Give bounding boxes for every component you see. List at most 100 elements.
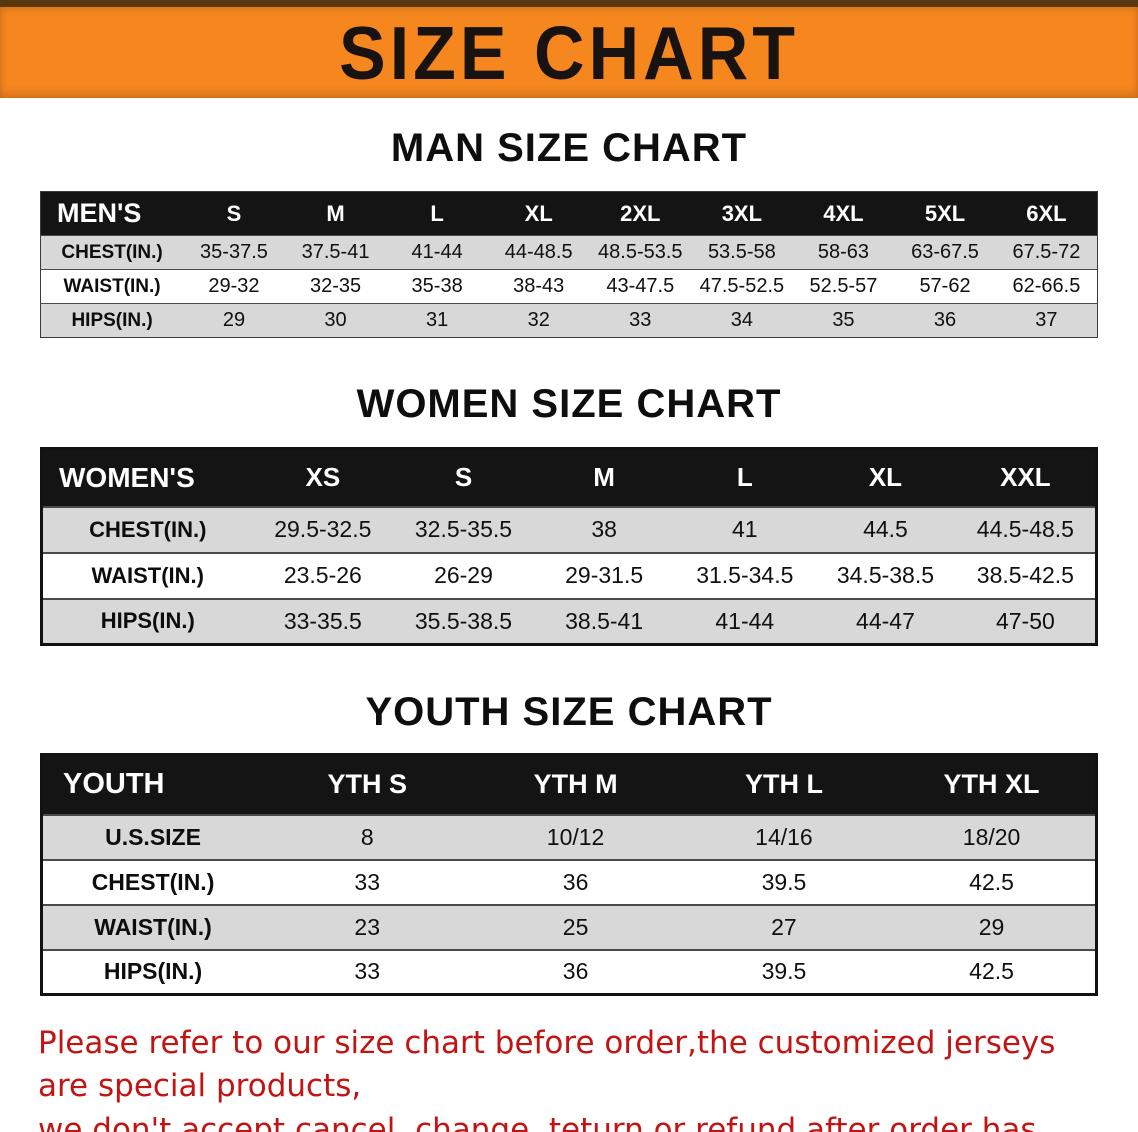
- cell: 29.5-32.5: [274, 516, 372, 542]
- cell: 42.5: [969, 868, 1014, 895]
- table-row: CHEST(IN.) 29.5-32.5 32.5-35.5 38 41 44.5 44.5…: [41, 506, 1097, 553]
- cell: 37: [1035, 309, 1058, 331]
- header-row: YOUTH YTH S YTH M YTH L YTH XL: [41, 754, 1097, 815]
- cell: 39.5: [761, 868, 807, 895]
- cell: 33-35.5: [283, 607, 362, 634]
- cell: 57-62: [919, 275, 971, 297]
- cell: 26-29: [434, 562, 493, 588]
- women-size-table: WOMEN'S XS S M L XL XXL CHEST(IN.) 29.5-32.5 32.5…: [40, 447, 1098, 646]
- table-row: CHEST(IN.) 33 36 39.5 42.5: [41, 859, 1097, 905]
- cell: 32: [527, 309, 550, 331]
- header-row: MEN'S S M L XL 2XL 3XL 4XL 5XL 6XL: [40, 191, 1098, 236]
- column-header: XL: [815, 448, 956, 507]
- youth-size-table: YOUTH YTH S YTH M YTH L YTH XL U.S.SIZE 8 10/12…: [40, 753, 1098, 996]
- table-title: MEN'S: [40, 191, 184, 236]
- cell: 33: [629, 309, 652, 331]
- cell: 38: [591, 516, 617, 542]
- youth-size-chart-heading: YOUTH SIZE CHART: [365, 690, 773, 734]
- cell: 53.5-58: [707, 241, 776, 263]
- table-row: CHEST(IN.) 35-37.5 37.5-41 41-44 44-48.5 48.5…: [40, 235, 1098, 270]
- column-header: XXL: [955, 448, 1097, 507]
- cell: 36: [933, 309, 957, 331]
- column-header: 6XL: [995, 191, 1098, 236]
- cell: 41-44: [715, 607, 775, 634]
- cell: 30: [324, 309, 347, 331]
- cell: 23: [354, 913, 381, 940]
- cell: 43-47.5: [606, 275, 675, 297]
- column-header: XS: [252, 448, 394, 507]
- cell: 10/12: [546, 823, 605, 850]
- column-header: L: [674, 448, 816, 507]
- cell: 29-31.5: [565, 562, 644, 588]
- cell: 48.5-53.5: [598, 241, 683, 263]
- cell: 37.5-41: [301, 241, 370, 263]
- disclaimer-text: Please refer to our size chart before or…: [38, 1022, 1100, 1132]
- cell: 67.5-72: [1012, 241, 1081, 263]
- cell: 63-67.5: [911, 241, 979, 263]
- row-label: WAIST(IN.): [94, 913, 212, 940]
- cell: 38.5-42.5: [976, 562, 1074, 588]
- size-chart-banner: SIZE CHART: [0, 0, 1138, 98]
- table-row: HIPS(IN.) 33 36 39.5 42.5: [41, 949, 1097, 995]
- disclaimer-line-1: Please refer to our size chart before or…: [38, 1025, 1056, 1105]
- table-row: WAIST(IN.) 23 25 27 29: [41, 904, 1097, 950]
- row-label: CHEST(IN.): [61, 241, 163, 263]
- table-title: YOUTH: [41, 754, 264, 815]
- cell: 44-47: [856, 607, 915, 634]
- column-header: M: [533, 448, 675, 507]
- column-header: 5XL: [894, 191, 996, 236]
- column-header: XL: [487, 191, 590, 236]
- cell: 29-32: [208, 275, 260, 297]
- cell: 31: [426, 309, 449, 331]
- column-header: 2XL: [589, 191, 692, 236]
- cell: 38.5-41: [565, 607, 644, 634]
- banner-title: SIZE CHART: [339, 10, 799, 95]
- cell: 27: [771, 913, 797, 940]
- cell: 47-50: [995, 607, 1055, 634]
- women-size-chart-heading: WOMEN SIZE CHART: [356, 382, 782, 426]
- cell: 52.5-57: [809, 275, 878, 297]
- table-row: HIPS(IN.) 29 30 31 32 33 34 35 36 37: [40, 303, 1098, 338]
- cell: 34: [730, 309, 753, 331]
- cell: 35-38: [411, 275, 463, 297]
- table-title: WOMEN'S: [41, 448, 253, 507]
- column-header: M: [284, 191, 387, 236]
- row-label: WAIST(IN.): [91, 562, 204, 588]
- table-row: HIPS(IN.) 33-35.5 35.5-38.5 38.5-41 41-44 44-…: [41, 598, 1097, 645]
- column-header: 3XL: [691, 191, 793, 236]
- column-header: S: [393, 448, 534, 507]
- row-label: CHEST(IN.): [91, 868, 215, 895]
- cell: 8: [360, 823, 374, 850]
- column-header: YTH L: [679, 754, 889, 815]
- cell: 35.5-38.5: [414, 607, 513, 634]
- cell: 36: [562, 868, 589, 895]
- cell: 35: [832, 309, 855, 331]
- cell: 31.5-34.5: [696, 562, 794, 588]
- column-header: YTH M: [471, 754, 680, 815]
- cell: 47.5-52.5: [699, 275, 785, 297]
- cell: 29: [978, 913, 1005, 940]
- cell: 44.5: [863, 516, 908, 542]
- cell: 18/20: [962, 823, 1021, 850]
- cell: 44-48.5: [504, 241, 573, 263]
- cell: 41-44: [411, 241, 463, 263]
- cell: 32-35: [309, 275, 362, 297]
- cell: 25: [562, 913, 589, 940]
- cell: 42.5: [969, 958, 1014, 985]
- table-row: WAIST(IN.) 29-32 32-35 35-38 38-43 43-47.5 47.…: [40, 269, 1098, 304]
- column-header: YTH XL: [888, 754, 1097, 815]
- column-header: L: [386, 191, 488, 236]
- cell: 36: [562, 958, 589, 985]
- cell: 44.5-48.5: [976, 516, 1074, 542]
- row-label: HIPS(IN.): [100, 608, 195, 634]
- row-label: U.S.SIZE: [105, 823, 201, 850]
- header-row: WOMEN'S XS S M L XL XXL: [41, 448, 1097, 507]
- cell: 29: [222, 309, 246, 331]
- row-label: CHEST(IN.): [89, 516, 207, 542]
- man-size-chart-heading: MAN SIZE CHART: [390, 126, 748, 170]
- cell: 23.5-26: [283, 562, 362, 588]
- cell: 14/16: [755, 823, 813, 850]
- cell: 38-43: [513, 275, 565, 297]
- cell: 34.5-38.5: [836, 562, 935, 588]
